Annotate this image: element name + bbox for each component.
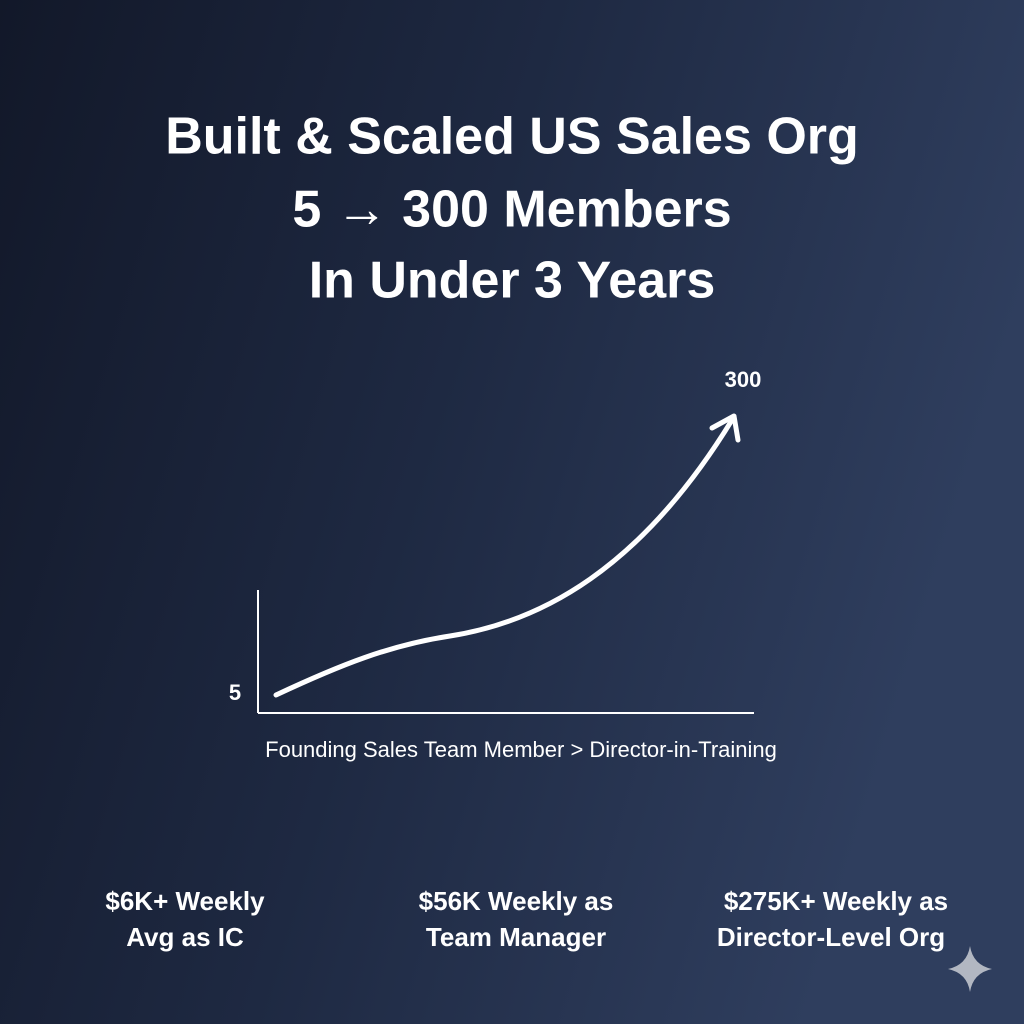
caption: Founding Sales Team Member > Director-in… <box>265 737 777 762</box>
stat-line: $275K+ Weekly as <box>724 886 948 916</box>
end-label: 300 <box>725 367 762 392</box>
stat-line: Avg as IC <box>126 922 244 952</box>
start-label: 5 <box>229 680 241 705</box>
growth-curve <box>273 417 735 698</box>
growth-graphic: 5 300 Founding Sales Team Member > Direc… <box>229 367 777 762</box>
title-line: In Under 3 Years <box>309 252 716 310</box>
stat-line: $6K+ Weekly <box>105 886 265 916</box>
title-line: 5 → 300 Members <box>292 181 731 239</box>
title-line: Built & Scaled US Sales Org <box>165 108 859 166</box>
stat-line: $56K Weekly as <box>419 886 614 916</box>
stat-line: Director-Level Org <box>717 922 945 952</box>
stat-line: Team Manager <box>426 922 606 952</box>
arrowhead <box>709 413 741 443</box>
sparkle-icon <box>948 946 992 992</box>
